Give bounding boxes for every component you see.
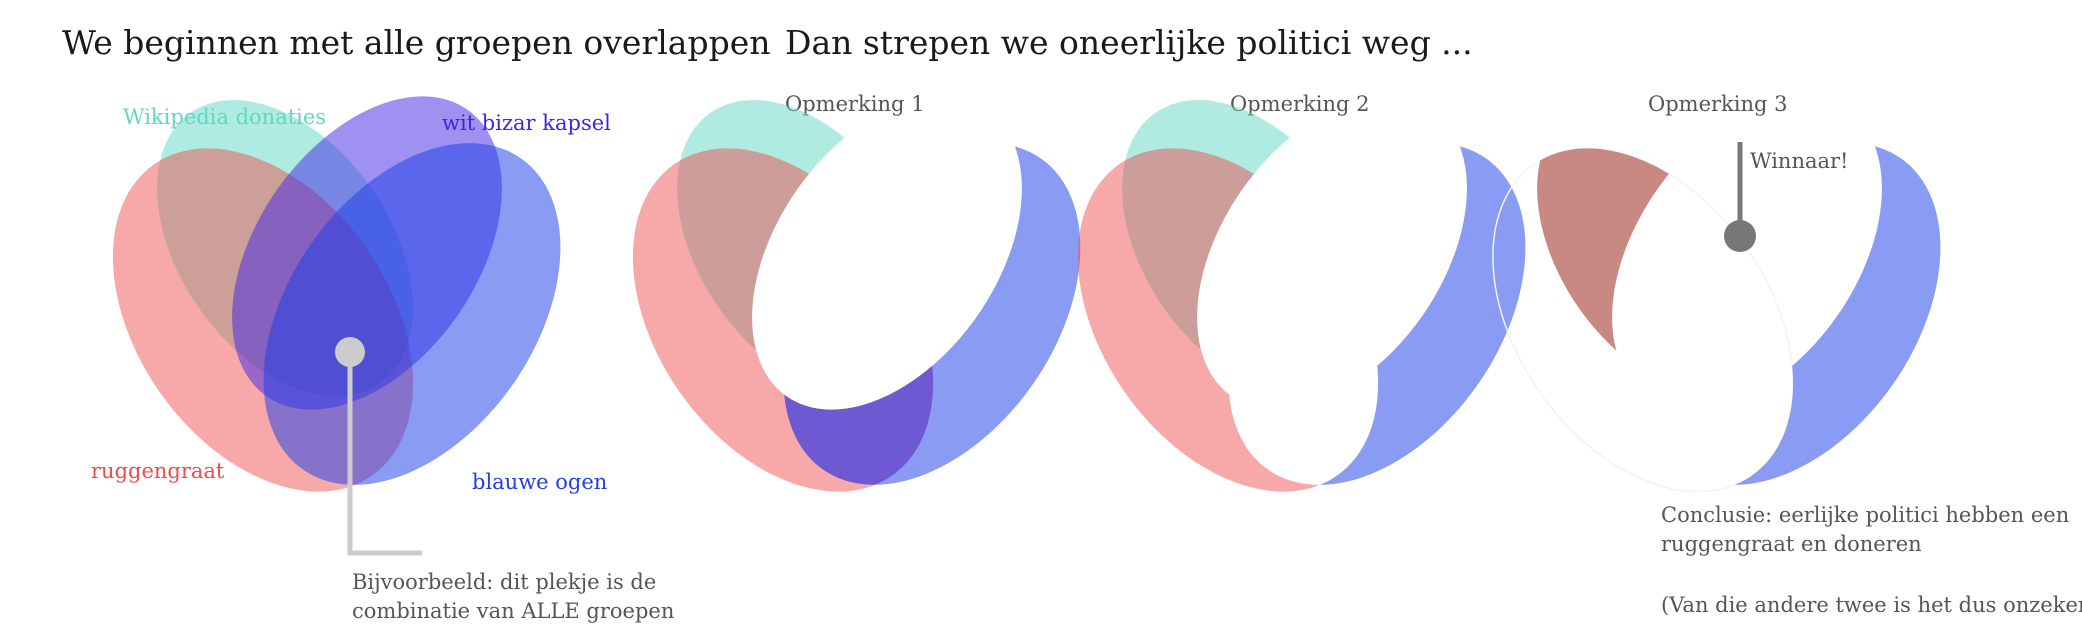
left-title: We beginnen met alle groepen overlappen <box>62 23 771 62</box>
label-hair: wit bizar kapsel <box>442 111 611 135</box>
callout-dot <box>335 337 365 367</box>
label-eyes: blauwe ogen <box>472 470 607 494</box>
winner-pointer <box>1724 142 1756 252</box>
winner-label: Winnaar! <box>1750 149 1849 173</box>
label-wikipedia: Wikipedia donaties <box>123 105 326 129</box>
callout-pointer <box>335 337 422 556</box>
conclusion-line-1: Conclusie: eerlijke politici hebben een <box>1661 503 2069 527</box>
label-spine: ruggengraat <box>91 459 225 483</box>
winner-dot <box>1724 220 1756 252</box>
step-1-label: Opmerking 1 <box>785 92 924 116</box>
step-2-diagram <box>1015 52 1587 548</box>
step-2-label: Opmerking 2 <box>1230 92 1369 116</box>
callout-line-2: combinatie van ALLE groepen <box>352 599 674 623</box>
right-title: Dan strepen we oneerlijke politici weg .… <box>785 23 1473 62</box>
conclusion-line-2: ruggengraat en doneren <box>1661 532 1922 556</box>
step-1-diagram <box>570 52 1142 548</box>
step-3-diagram <box>1430 87 2002 549</box>
conclusion-line-3: (Van die andere twee is het dus onzeker) <box>1661 593 2082 617</box>
step-3-label: Opmerking 3 <box>1648 92 1787 116</box>
callout-line-1: Bijvoorbeeld: dit plekje is de <box>352 570 656 594</box>
